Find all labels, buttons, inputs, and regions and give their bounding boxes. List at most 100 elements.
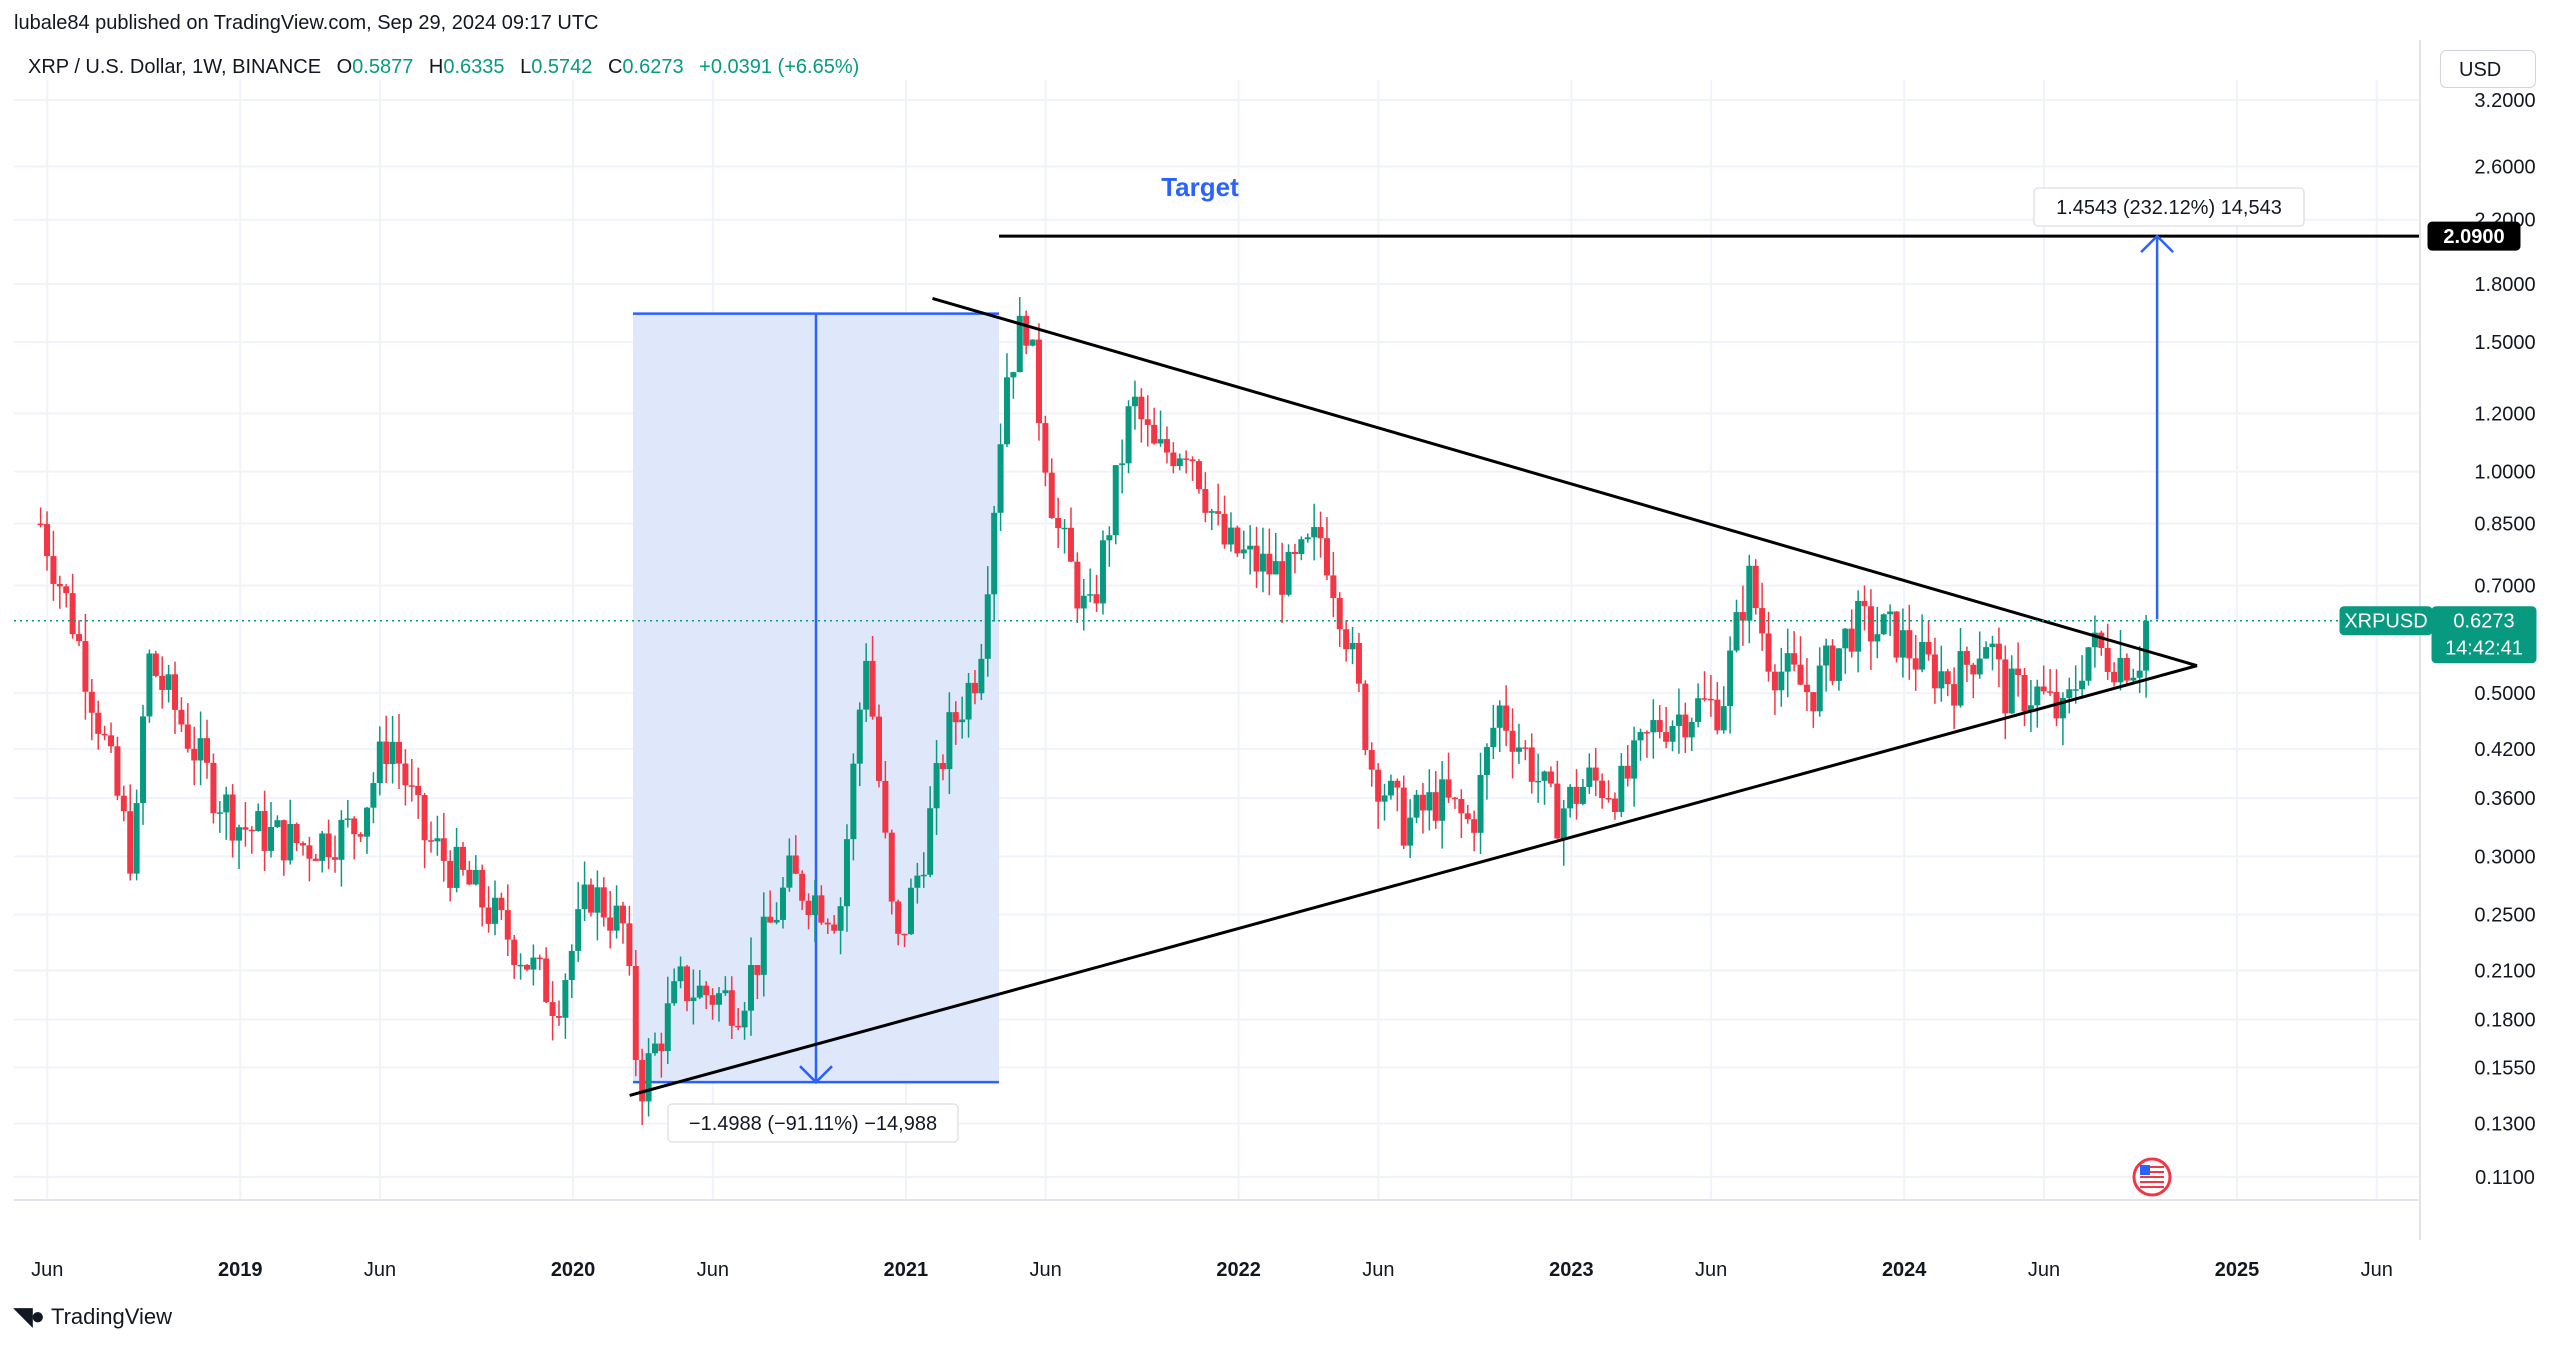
candle-body bbox=[2072, 689, 2079, 691]
candle-body bbox=[1202, 489, 1209, 513]
x-tick-label: 2022 bbox=[1216, 1259, 1261, 1281]
y-tick-label: 0.8500 bbox=[2474, 514, 2535, 536]
candle-body bbox=[568, 950, 575, 981]
candle-body bbox=[453, 846, 460, 888]
candle-body bbox=[1983, 647, 1990, 659]
candle-body bbox=[1605, 798, 1612, 800]
candle-body bbox=[1586, 767, 1593, 787]
brand-name: TradingView bbox=[50, 1303, 173, 1329]
candle-body bbox=[236, 827, 243, 841]
candle-body bbox=[927, 808, 934, 875]
candle-body bbox=[760, 916, 767, 975]
candle-body bbox=[1688, 721, 1695, 738]
candle-body bbox=[1176, 458, 1183, 467]
candle-body bbox=[965, 682, 972, 720]
candle-body bbox=[159, 675, 166, 690]
y-tick-label: 0.1550 bbox=[2474, 1057, 2535, 1079]
candle-body bbox=[56, 583, 63, 587]
candle-body bbox=[447, 860, 454, 888]
candle-body bbox=[1675, 714, 1682, 726]
candle-body bbox=[645, 1053, 652, 1102]
y-tick-label: 0.3000 bbox=[2474, 846, 2535, 868]
candle-body bbox=[1061, 527, 1068, 530]
candle-body bbox=[1189, 459, 1196, 462]
candle-body bbox=[1247, 545, 1254, 550]
candle-body bbox=[895, 901, 902, 934]
candle-body bbox=[1695, 698, 1702, 722]
candle-body bbox=[1989, 643, 1996, 648]
candle-body bbox=[888, 832, 895, 902]
candle-body bbox=[191, 748, 198, 761]
candle-body bbox=[671, 981, 678, 1004]
candle-body bbox=[1611, 798, 1618, 812]
candle-body bbox=[1541, 771, 1548, 781]
candle-body bbox=[1343, 629, 1350, 650]
candle-body bbox=[312, 858, 319, 861]
candle-body bbox=[1867, 606, 1874, 642]
candle-body bbox=[517, 964, 524, 967]
candle-body bbox=[357, 834, 364, 837]
candle-body bbox=[1279, 561, 1286, 595]
x-tick-label: Jun bbox=[364, 1259, 396, 1281]
candle-body bbox=[2104, 647, 2111, 672]
candle-body bbox=[120, 795, 127, 812]
candle-body bbox=[2015, 668, 2022, 676]
candle-body bbox=[1663, 732, 1670, 742]
candle-body bbox=[1803, 684, 1810, 693]
candle-body bbox=[1874, 634, 1881, 642]
candle-body bbox=[773, 919, 780, 923]
y-tick-label: 1.8000 bbox=[2474, 274, 2535, 296]
target-title: Target bbox=[1161, 172, 1239, 202]
candle-body bbox=[1234, 527, 1241, 554]
candle-body bbox=[1170, 452, 1177, 467]
candle-body bbox=[1682, 714, 1689, 738]
candlestick-series bbox=[37, 297, 2150, 1126]
candle-body bbox=[1528, 747, 1535, 782]
x-tick-label: Jun bbox=[1695, 1259, 1727, 1281]
candle-body bbox=[2091, 632, 2098, 648]
candle-body bbox=[2111, 671, 2118, 683]
candle-body bbox=[2047, 691, 2054, 693]
x-tick-label: 2024 bbox=[1882, 1259, 1927, 1281]
y-tick-label: 0.4200 bbox=[2474, 739, 2535, 761]
y-tick-label: 3.2000 bbox=[2474, 90, 2535, 112]
candle-body bbox=[2098, 632, 2105, 648]
candle-body bbox=[715, 993, 722, 1005]
candle-body bbox=[1912, 658, 1919, 670]
candle-body bbox=[1119, 463, 1126, 466]
candle-body bbox=[248, 829, 255, 832]
candle-body bbox=[1522, 747, 1529, 749]
candle-body bbox=[370, 783, 377, 808]
candle-body bbox=[1720, 706, 1727, 731]
candle-body bbox=[747, 965, 754, 1011]
candle-body bbox=[651, 1043, 658, 1054]
candle-body bbox=[1496, 705, 1503, 728]
candle-body bbox=[619, 905, 626, 924]
candle-body bbox=[587, 884, 594, 913]
candle-body bbox=[2027, 705, 2034, 712]
candle-body bbox=[703, 985, 710, 996]
candle-body bbox=[1311, 527, 1318, 538]
candle-body bbox=[95, 712, 102, 734]
candle-body bbox=[2059, 697, 2066, 719]
currency-selector[interactable]: USD bbox=[2440, 50, 2536, 88]
candle-body bbox=[754, 965, 761, 975]
candle-body bbox=[2136, 670, 2143, 678]
candle-body bbox=[1893, 611, 1900, 658]
close-value: 0.6273 bbox=[622, 56, 684, 78]
y-tick-label: 1.2000 bbox=[2474, 403, 2535, 425]
candle-body bbox=[402, 763, 409, 786]
y-tick-label: 0.1800 bbox=[2474, 1010, 2535, 1032]
candle-body bbox=[1451, 797, 1458, 800]
candle-body bbox=[1483, 747, 1490, 775]
candle-body bbox=[1042, 423, 1049, 473]
candle-body bbox=[1855, 600, 1862, 652]
candle-body bbox=[152, 653, 159, 676]
candle-body bbox=[779, 887, 786, 920]
candle-body bbox=[959, 719, 966, 723]
candle-body bbox=[376, 741, 383, 784]
symbol-title: XRP / U.S. Dollar, 1W, BINANCE bbox=[28, 56, 322, 78]
y-tick-label: 0.2100 bbox=[2474, 960, 2535, 982]
open-label: O bbox=[336, 56, 353, 78]
